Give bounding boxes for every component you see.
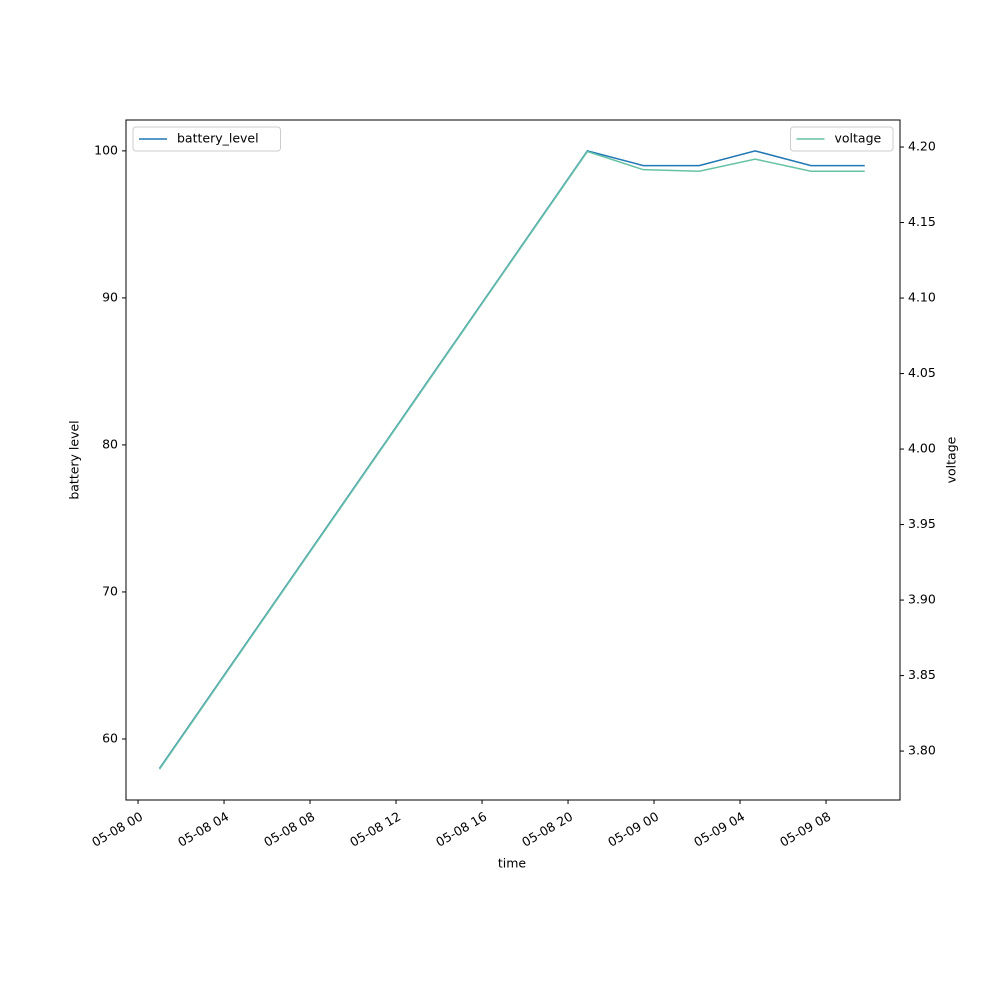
- series-line: [158, 150, 865, 770]
- y-tick-label: 70: [102, 583, 118, 598]
- y2-tick-label: 4.20: [908, 139, 936, 154]
- legend-label: battery_level: [177, 131, 259, 146]
- y-axis-label: battery level: [67, 420, 82, 499]
- x-tick-label: 05-08 08: [261, 809, 317, 850]
- y2-tick-label: 3.80: [908, 743, 936, 758]
- x-tick-label: 05-08 00: [89, 809, 145, 850]
- y-tick-label: 60: [102, 730, 118, 745]
- y2-tick-label: 3.90: [908, 592, 936, 607]
- x-tick-label: 05-08 20: [519, 809, 575, 850]
- y-tick-label: 100: [94, 142, 118, 157]
- plot-frame: [125, 119, 901, 801]
- legend-label: voltage: [835, 131, 882, 146]
- y2-axis-label: voltage: [944, 436, 959, 483]
- x-axis-label: time: [498, 856, 527, 871]
- y2-tick-label: 3.85: [908, 667, 936, 682]
- y2-tick-label: 4.10: [908, 290, 936, 305]
- x-tick-label: 05-09 00: [605, 809, 661, 850]
- series-line: [158, 150, 865, 769]
- y2-tick-label: 4.15: [908, 214, 936, 229]
- legend-box: [132, 126, 281, 152]
- y2-tick-label: 4.00: [908, 441, 936, 456]
- y-tick-label: 80: [102, 436, 118, 451]
- x-tick-label: 05-09 08: [777, 809, 833, 850]
- x-tick-label: 05-08 16: [433, 809, 489, 850]
- y-tick-label: 90: [102, 289, 118, 304]
- x-tick-label: 05-09 04: [691, 809, 747, 850]
- x-tick-label: 05-08 04: [175, 809, 231, 850]
- y2-tick-label: 3.95: [908, 516, 936, 531]
- x-tick-label: 05-08 12: [347, 809, 403, 850]
- y2-tick-label: 4.05: [908, 365, 936, 380]
- legend-box: [790, 126, 894, 152]
